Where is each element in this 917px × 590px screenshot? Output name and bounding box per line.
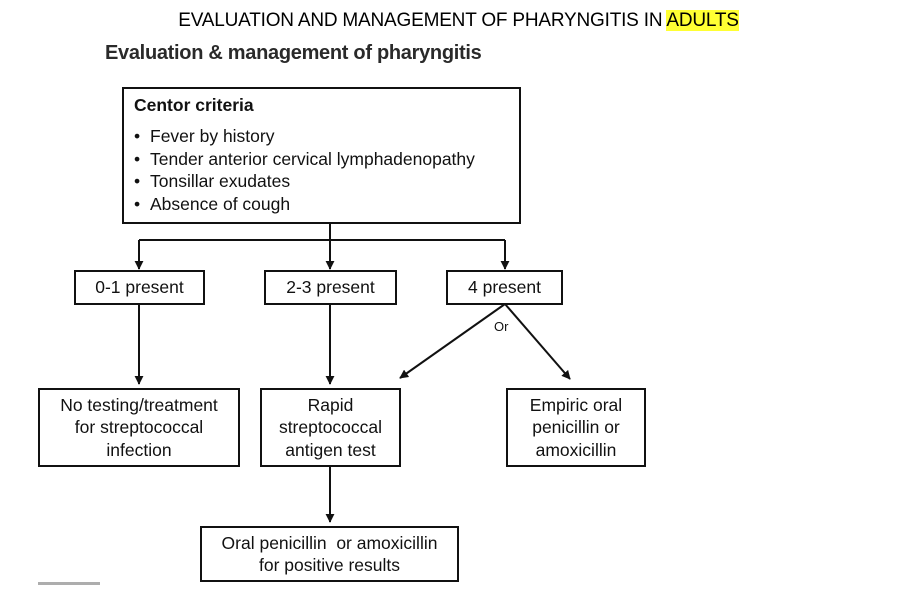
criteria-item: • Fever by history: [134, 125, 509, 148]
criteria-item: • Tonsillar exudates: [134, 170, 509, 193]
rapid-test-line: streptococcal: [278, 417, 383, 438]
centor-criteria-list: • Fever by history • Tender anterior cervi…: [134, 125, 509, 215]
empiric-line: Empiric oral: [529, 394, 623, 415]
page-heading-text: EVALUATION AND MANAGEMENT OF PHARYNGITIS…: [178, 10, 667, 31]
page-footer-mark: [38, 582, 100, 585]
rapid-test-line: antigen test: [285, 439, 376, 460]
centor-criteria-box: Centor criteria • Fever by history • Tende…: [122, 87, 521, 224]
diagram-subtitle: Evaluation & management of pharyngitis: [105, 42, 482, 64]
branch-2-3-present: 2-3 present: [264, 270, 397, 305]
criteria-item-text: Tonsillar exudates: [150, 171, 291, 191]
criteria-item-text: Fever by history: [150, 126, 275, 146]
criteria-item-text: Tender anterior cervical lymphadenopathy: [150, 148, 475, 169]
arrow-4-to-empiric: [504, 303, 571, 380]
arrow-4-to-rapid-test: [399, 303, 506, 379]
page-heading-highlight: ADULTS: [666, 10, 739, 31]
no-testing-line: for streptococcal: [74, 417, 204, 438]
rapid-test-box: Rapid streptococcal antigen test: [260, 388, 401, 467]
or-label: Or: [494, 319, 509, 334]
criteria-item-text: Absence of cough: [150, 193, 291, 214]
criteria-item: • Absence of cough: [134, 193, 509, 216]
bullet-icon: •: [134, 193, 141, 214]
branch-4-present: 4 present: [446, 270, 563, 305]
empiric-line: amoxicillin: [535, 439, 617, 460]
empiric-treatment-box: Empiric oral penicillin or amoxicillin: [506, 388, 646, 467]
no-testing-line: No testing/treatment: [60, 394, 218, 415]
no-testing-box: No testing/treatment for streptococcal i…: [38, 388, 240, 467]
bullet-icon: •: [134, 148, 141, 169]
empiric-line: penicillin or: [532, 417, 620, 438]
criteria-item: • Tender anterior cervical lymphadenopath…: [134, 148, 509, 171]
page-heading: EVALUATION AND MANAGEMENT OF PHARYNGITIS…: [0, 10, 917, 32]
oral-penicillin-line: for positive results: [258, 555, 401, 575]
rapid-test-line: Rapid: [307, 394, 354, 415]
oral-penicillin-line: Oral penicillin or amoxicillin: [221, 532, 438, 553]
bullet-icon: •: [134, 171, 141, 191]
centor-criteria-title: Centor criteria: [134, 95, 254, 115]
no-testing-line: infection: [106, 439, 172, 460]
branch-0-1-present: 0-1 present: [74, 270, 205, 305]
bullet-icon: •: [134, 126, 141, 146]
oral-penicillin-box: Oral penicillin or amoxicillin for posit…: [200, 526, 459, 582]
